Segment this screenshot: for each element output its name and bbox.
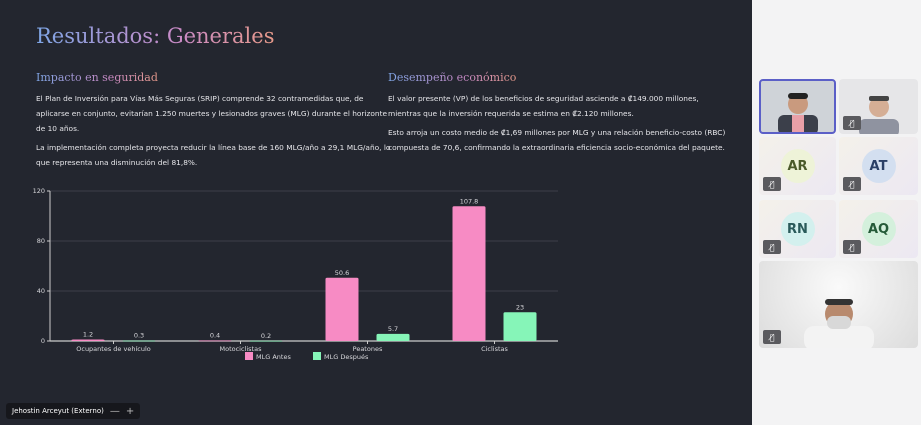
y-tick-label: 80 bbox=[37, 237, 45, 245]
left-heading: Impacto en seguridad bbox=[36, 71, 158, 84]
presenter-name-bar: Jehostin Arceyut (Externo) — + bbox=[6, 403, 141, 419]
presenter-name: Jehostin Arceyut (Externo) bbox=[12, 407, 104, 415]
data-label: 0.3 bbox=[134, 332, 144, 340]
participant-tile[interactable]: AT 🎙̸ bbox=[839, 137, 918, 195]
mic-off-icon: 🎙̸ bbox=[763, 240, 781, 254]
video-tile-participant[interactable]: 🎙̸ bbox=[839, 79, 918, 134]
bar-antes bbox=[71, 339, 105, 341]
data-label: 23 bbox=[516, 303, 524, 311]
participant-tile[interactable]: AR 🎙̸ bbox=[759, 137, 836, 195]
y-tick-label: 120 bbox=[33, 187, 45, 195]
zoom-in-button[interactable]: + bbox=[125, 405, 135, 417]
participant-tile[interactable]: RN 🎙̸ bbox=[759, 200, 836, 258]
participant-video bbox=[777, 93, 818, 132]
participant-video bbox=[803, 299, 874, 348]
bar-despues bbox=[122, 340, 156, 342]
bar-antes bbox=[198, 340, 232, 342]
legend-swatch bbox=[245, 352, 253, 360]
video-tile-speaker[interactable] bbox=[759, 79, 836, 134]
x-tick-label: Motociclistas bbox=[220, 345, 263, 353]
x-tick-label: Peatones bbox=[353, 345, 383, 353]
mic-off-icon: 🎙̸ bbox=[763, 177, 781, 191]
bar-despues bbox=[503, 312, 537, 341]
right-paragraph-2: Esto arroja un costo medio de ₡1,69 mill… bbox=[388, 128, 726, 152]
right-paragraph-1: El valor presente (VP) de los beneficios… bbox=[388, 94, 699, 118]
data-label: 5.7 bbox=[388, 325, 398, 333]
bar-chart: 0 40 80 120 Ocupantes de vehículo 1.2 0.3 Motoc… bbox=[33, 187, 558, 361]
mic-off-icon: 🎙̸ bbox=[843, 177, 861, 191]
participant-avatar: AT bbox=[861, 149, 896, 183]
data-label: 50.6 bbox=[335, 269, 349, 277]
y-tick-label: 40 bbox=[37, 287, 45, 295]
participant-avatar: AR bbox=[780, 149, 815, 183]
mic-off-icon: 🎙̸ bbox=[763, 330, 781, 344]
y-tick-label: 0 bbox=[41, 337, 45, 345]
bar-antes bbox=[452, 206, 486, 341]
left-paragraph-1: El Plan de Inversión para Vías Más Segur… bbox=[36, 94, 388, 133]
legend-label: MLG Después bbox=[324, 353, 369, 361]
presentation-slide: Resultados: Generales Impacto en segurid… bbox=[0, 0, 752, 425]
x-tick-label: Ciclistas bbox=[481, 345, 508, 353]
right-heading: Desempeño económico bbox=[388, 71, 517, 84]
legend-label: MLG Antes bbox=[256, 353, 291, 361]
data-label: 107.8 bbox=[460, 197, 479, 205]
data-label: 0.4 bbox=[210, 332, 220, 340]
legend-swatch bbox=[313, 352, 321, 360]
mic-off-icon: 🎙̸ bbox=[843, 116, 861, 130]
participant-avatar: RN bbox=[780, 212, 815, 246]
slide-title: Resultados: Generales bbox=[36, 24, 275, 48]
mic-off-icon: 🎙̸ bbox=[843, 240, 861, 254]
participant-tile[interactable]: AQ 🎙̸ bbox=[839, 200, 918, 258]
bar-despues bbox=[249, 340, 283, 342]
bar-despues bbox=[376, 333, 410, 341]
x-tick-label: Ocupantes de vehículo bbox=[76, 345, 151, 353]
data-label: 1.2 bbox=[83, 331, 93, 339]
left-paragraph-2: La implementación completa proyecta redu… bbox=[36, 143, 391, 167]
participant-avatar: AQ bbox=[861, 212, 896, 246]
participant-video bbox=[858, 96, 899, 134]
video-tile-participant[interactable]: 🎙̸ bbox=[759, 261, 918, 348]
bar-antes bbox=[325, 277, 359, 341]
data-label: 0.2 bbox=[261, 332, 271, 340]
zoom-out-button[interactable]: — bbox=[109, 405, 120, 417]
